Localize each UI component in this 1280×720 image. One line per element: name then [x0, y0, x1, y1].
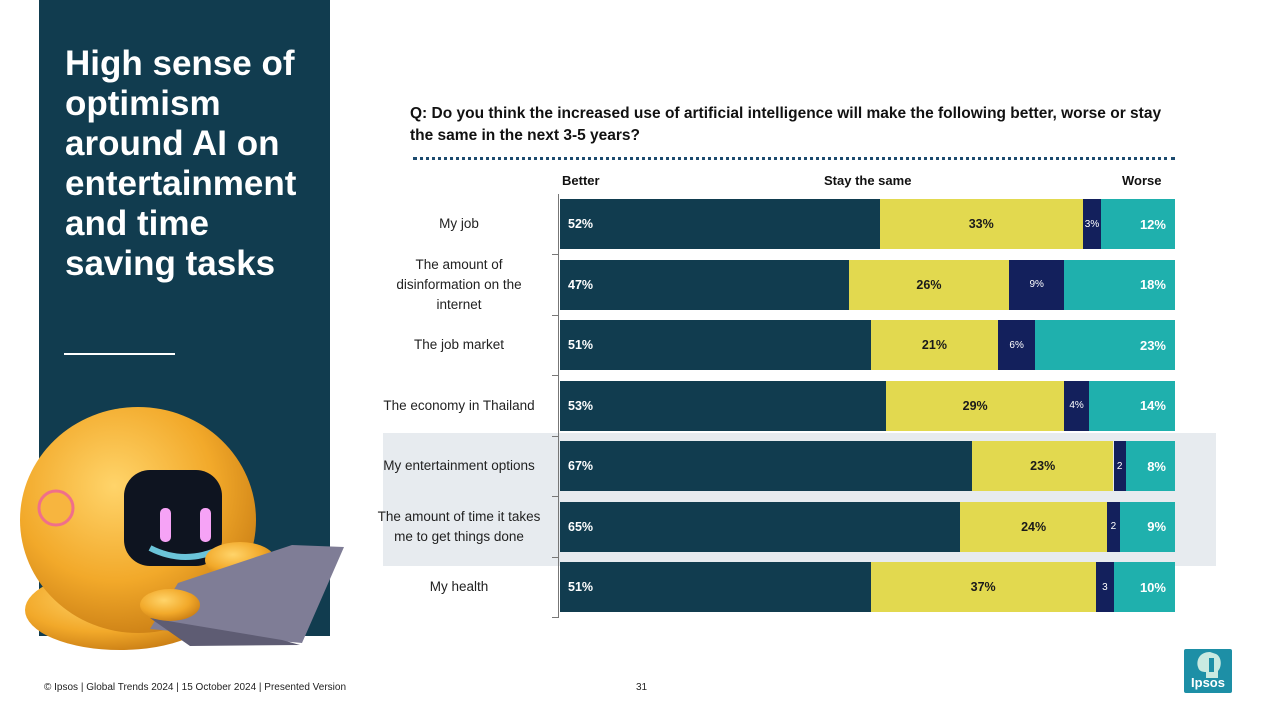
bar-segment-worse: 4%	[1064, 380, 1089, 431]
category-label: The amount of time it takes me to get th…	[377, 508, 541, 544]
bar-segment-worse-outer: 14%	[1088, 380, 1175, 431]
logo-wordmark: Ipsos	[1191, 675, 1225, 690]
axis-tick	[552, 314, 558, 316]
bar-segment-same: 21%	[870, 320, 999, 370]
category-label: The job market	[413, 337, 505, 352]
ipsos-logo: Ipsos	[1184, 649, 1232, 693]
bar-segment-same: 37%	[870, 562, 1096, 612]
axis-tick	[552, 435, 558, 437]
bar-segment-better: 67%	[560, 441, 973, 491]
survey-question: Q: Do you think the increased use of art…	[410, 105, 1162, 144]
bar-segment-worse: 3%	[1082, 199, 1102, 249]
bar-segment-worse-outer: 9%	[1119, 501, 1176, 552]
column-header-worse: Worse	[1122, 173, 1162, 188]
page-number: 31	[636, 682, 648, 693]
bar-segment-worse: 2	[1113, 441, 1126, 491]
axis-tick	[552, 617, 558, 618]
bar-segment-worse-outer: 23%	[1035, 320, 1175, 370]
axis-tick	[552, 496, 558, 497]
category-label: My job	[439, 216, 479, 231]
bar-segment-worse: 3	[1095, 562, 1115, 612]
question-divider	[413, 157, 1175, 160]
bar-segment-worse-outer: 18%	[1064, 259, 1175, 310]
title-divider	[64, 353, 175, 355]
category-axis	[558, 194, 559, 618]
axis-tick	[552, 254, 558, 255]
slide-title: High sense of optimism around AI on ente…	[65, 44, 297, 283]
logo-head-icon	[1197, 652, 1221, 678]
category-label: The amount of disinformation on the inte…	[396, 256, 522, 312]
category-label: My entertainment options	[383, 458, 535, 473]
bar-segment-worse-outer: 8%	[1125, 441, 1175, 491]
bar-segment-worse: 9%	[1009, 259, 1065, 310]
bar-segment-better: 52%	[560, 199, 880, 249]
footer-copyright: © Ipsos | Global Trends 2024 | 15 Octobe…	[44, 682, 347, 693]
bar-segment-worse: 2	[1107, 501, 1120, 552]
bar-segment-better: 51%	[560, 562, 871, 612]
bar-segment-worse: 6%	[998, 320, 1035, 370]
bar-segment-same: 26%	[849, 259, 1009, 310]
bar-segment-same: 33%	[879, 199, 1083, 249]
bar-segment-same: 29%	[886, 380, 1065, 431]
bar-segment-better: 53%	[560, 380, 886, 431]
category-label: The economy in Thailand	[383, 397, 535, 413]
bar-segment-worse-outer: 12%	[1101, 199, 1175, 249]
axis-tick	[552, 375, 558, 376]
bar-segment-same: 24%	[959, 501, 1108, 552]
column-header-better: Better	[562, 173, 600, 188]
bar-segment-worse-outer: 10%	[1114, 562, 1175, 612]
bar-segment-better: 65%	[560, 501, 960, 552]
bar-segment-better: 51%	[560, 320, 871, 370]
title-panel: High sense of optimism around AI on ente…	[39, 0, 330, 636]
bar-segment-same: 23%	[972, 441, 1114, 491]
axis-tick	[552, 556, 558, 558]
column-header-same: Stay the same	[824, 173, 912, 188]
bar-segment-better: 47%	[560, 259, 850, 310]
category-label: My health	[429, 579, 489, 594]
